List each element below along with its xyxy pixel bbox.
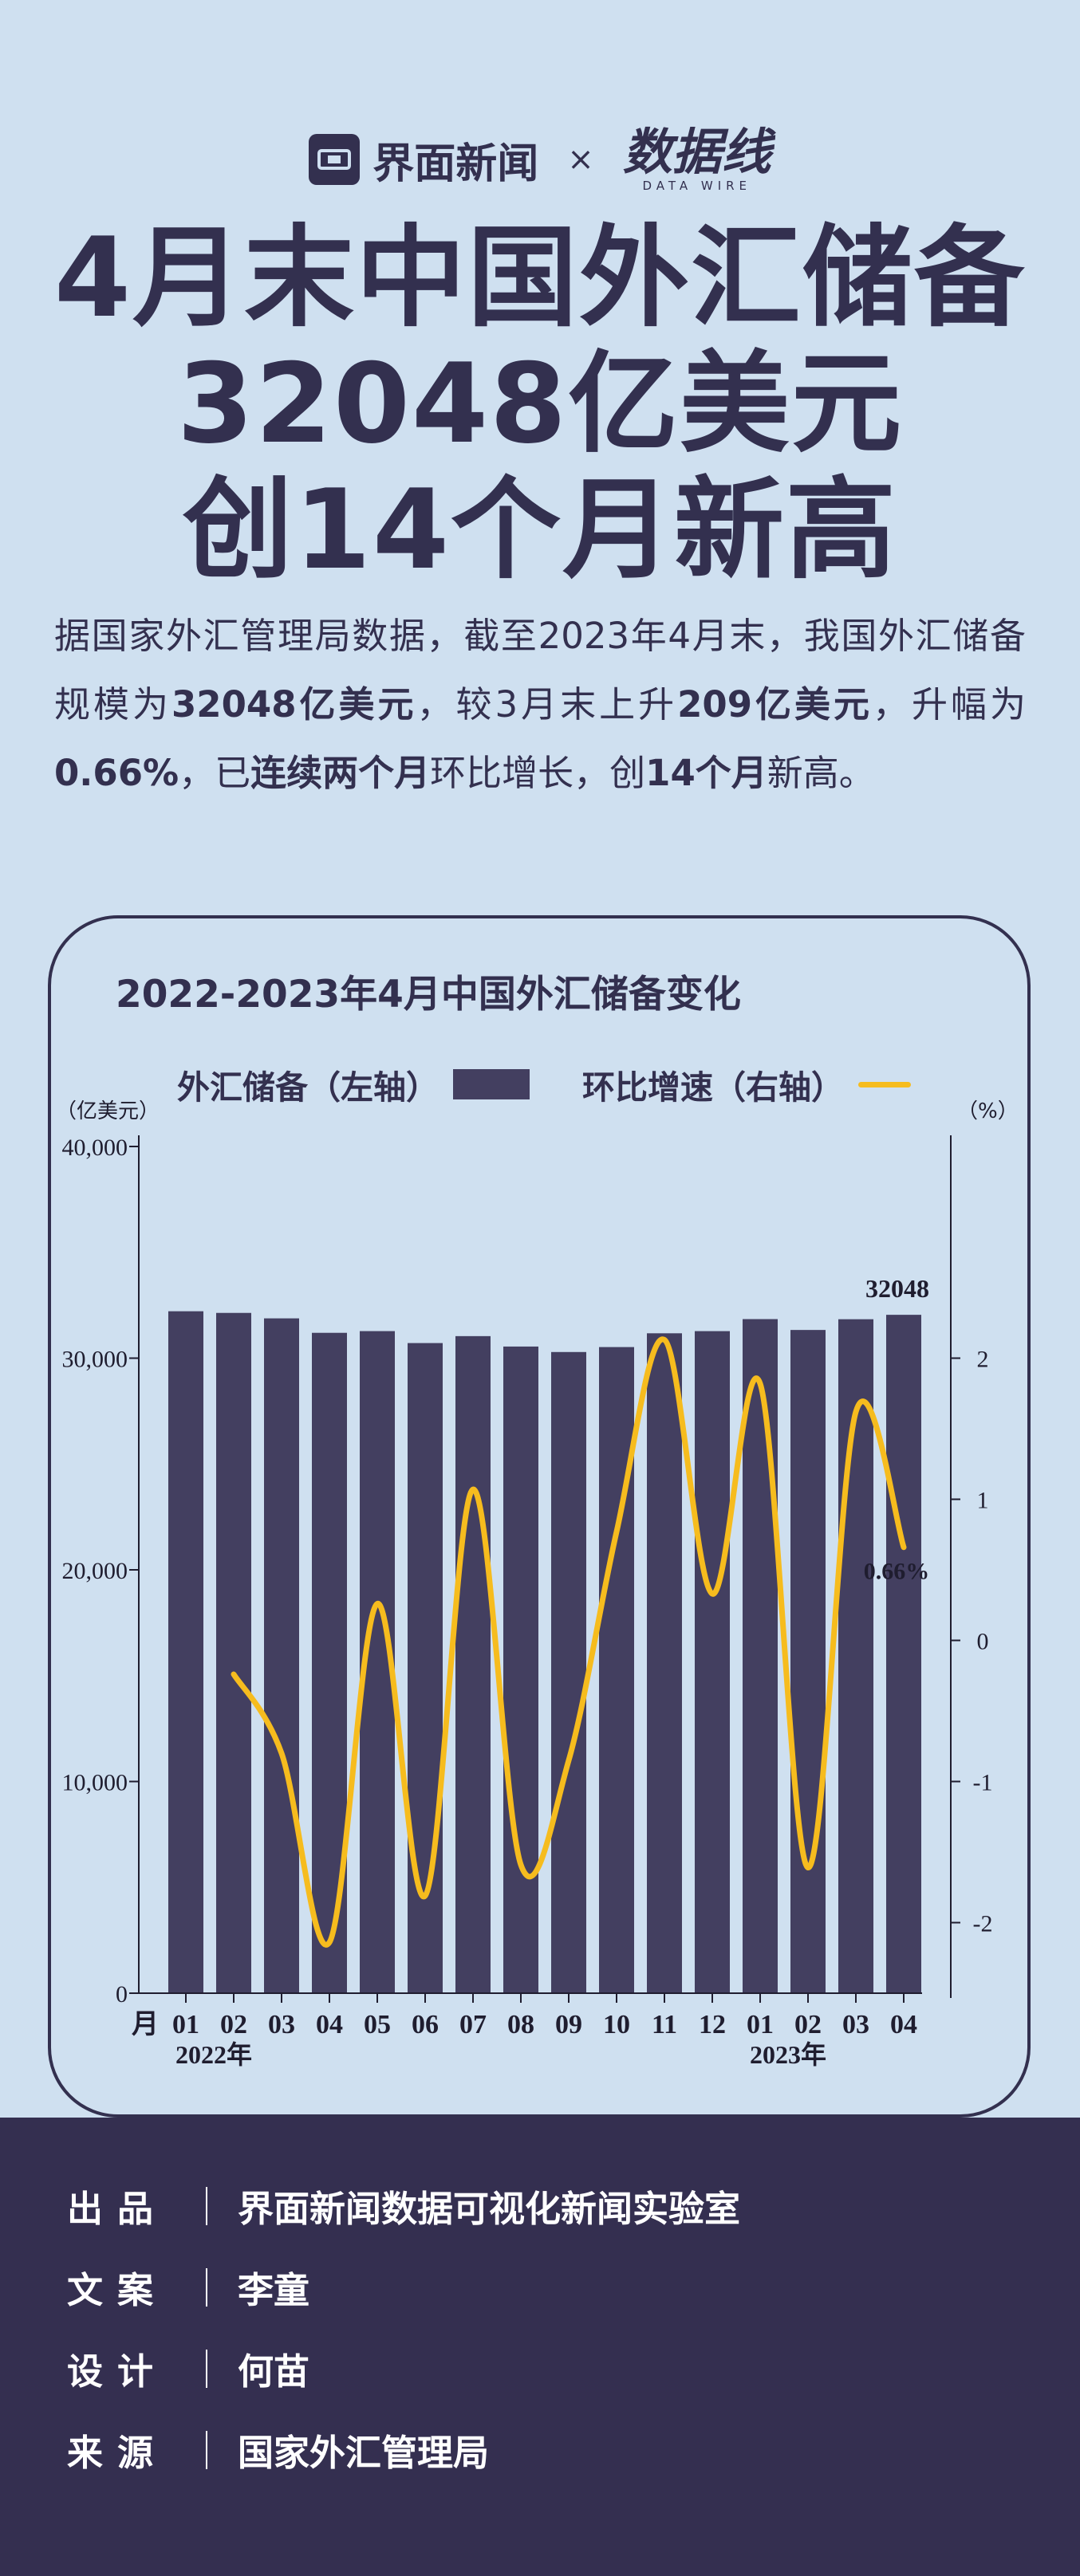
bar: [168, 1311, 203, 1993]
legend-item-reserves: 外汇储备（左轴）: [177, 1060, 530, 1108]
credit-row: 来源 国家外汇管理局: [67, 2424, 489, 2476]
x-tick-label: 01: [747, 2010, 774, 2039]
intro-highlight: 14个月: [645, 752, 767, 794]
bar: [503, 1346, 538, 1993]
credit-value: 界面新闻数据可视化新闻实验室: [238, 2188, 741, 2230]
page-title: 4月末中国外汇储备 32048亿美元 创14个月新高: [0, 215, 1080, 593]
legend-label-growth: 环比增速（右轴）: [582, 1068, 844, 1107]
x-tick-label: 03: [268, 2010, 295, 2039]
credit-label: 文案: [67, 2269, 168, 2311]
bar: [695, 1331, 730, 1993]
datawire-en: DATA WIRE: [642, 179, 752, 193]
intro-highlight: 32048亿美元: [171, 683, 417, 726]
bar: [838, 1319, 873, 1993]
bar: [408, 1343, 443, 1993]
x-tick-label: 01: [172, 2010, 199, 2039]
credit-label: 来源: [67, 2432, 168, 2474]
right-tick-label: -1: [973, 1770, 993, 1796]
intro-text: ，较3月末上升: [416, 683, 678, 726]
credit-divider: [206, 2267, 207, 2307]
bar: [886, 1315, 921, 1993]
credit-divider: [206, 2430, 207, 2469]
credit-value: 李童: [238, 2269, 310, 2311]
intro-highlight: 连续两个月: [250, 752, 431, 794]
x-tick-label: 08: [507, 2010, 534, 2039]
bar: [216, 1312, 251, 1993]
right-tick-label: 0: [977, 1629, 989, 1655]
credit-label: 出品: [67, 2188, 168, 2230]
intro-highlight: 0.66%: [54, 752, 179, 794]
line-annotation: 0.66%: [864, 1559, 930, 1585]
intro-text: ，已: [179, 752, 251, 794]
bar: [455, 1335, 491, 1993]
bar: [647, 1333, 682, 1993]
growth-line: [231, 1336, 907, 1948]
intro-text: 新高。: [767, 752, 875, 794]
chart-title: 2022-2023年4月中国外汇储备变化: [116, 973, 741, 1017]
credit-value: 何苗: [238, 2350, 310, 2393]
x-tick-label: 11: [652, 2010, 677, 2039]
left-axis-unit: （亿美元）: [56, 1099, 160, 1123]
credit-divider: [206, 2349, 207, 2388]
chart-svg: （亿美元） （%）010,00020,00030,00040,000-2-1012…: [56, 1099, 1019, 2069]
x-tick-label: 07: [459, 2010, 487, 2039]
left-tick-label: 30,000: [62, 1347, 128, 1373]
left-tick-label: 10,000: [62, 1770, 128, 1796]
chart-card: [48, 915, 1031, 2118]
credit-row: 出品 界面新闻数据可视化新闻实验室: [67, 2180, 740, 2232]
legend-label-reserves: 外汇储备（左轴）: [177, 1068, 439, 1107]
legend-swatch-bar: [453, 1069, 530, 1099]
x-tick-label: 04: [316, 2010, 343, 2039]
credit-row: 文案 李童: [67, 2261, 309, 2313]
datawire-cn: 数据线: [622, 123, 771, 181]
right-tick-label: 2: [977, 1347, 989, 1373]
x-tick-label: 02: [220, 2010, 247, 2039]
bar: [599, 1347, 634, 1993]
credit-row: 设计 何苗: [67, 2342, 309, 2394]
footer-credits: 出品 界面新闻数据可视化新闻实验室 文案 李童 设计 何苗 来源 国家外汇管理局: [0, 2118, 1080, 2576]
jiemian-logo-icon: [309, 134, 361, 185]
intro-text: ，升幅为: [873, 683, 1026, 726]
x-tick-label: 02: [794, 2010, 822, 2039]
x-tick-label: 03: [842, 2010, 869, 2039]
left-tick-label: 0: [116, 1981, 128, 2008]
x-tick-label: 06: [412, 2010, 439, 2039]
legend-item-growth: 环比增速（右轴）: [582, 1060, 911, 1108]
credit-divider: [206, 2186, 207, 2225]
bar: [743, 1319, 778, 1993]
right-axis-unit: （%）: [957, 1099, 1019, 1123]
brand-name: 界面新闻: [372, 140, 539, 188]
year-label-2022: 2022年: [175, 2040, 252, 2069]
x-tick-label: 10: [603, 2010, 630, 2039]
title-line-3: 创14个月新高: [182, 466, 898, 594]
credit-value: 国家外汇管理局: [238, 2432, 490, 2474]
bar: [790, 1330, 826, 1993]
left-tick-label: 40,000: [62, 1135, 128, 1161]
left-tick-label: 20,000: [62, 1558, 128, 1584]
brand-header: 界面新闻 × 数据线 DATA WIRE: [0, 126, 1080, 193]
x-tick-label: 09: [555, 2010, 582, 2039]
title-line-1: 4月末中国外汇储备: [53, 214, 1027, 342]
intro-text: 据国家外汇管理局数据，截至2023年4月末，我国外汇储备规模为: [54, 615, 1026, 726]
bar: [551, 1351, 586, 1993]
credit-label: 设计: [67, 2350, 168, 2393]
x-tick-label: 05: [364, 2010, 391, 2039]
legend-swatch-line: [858, 1081, 911, 1087]
title-line-2: 32048亿美元: [176, 340, 904, 468]
right-tick-label: 1: [977, 1488, 989, 1514]
datawire-logo: 数据线 DATA WIRE: [622, 123, 771, 194]
x-tick-label: 04: [890, 2010, 917, 2039]
intro-paragraph: 据国家外汇管理局数据，截至2023年4月末，我国外汇储备规模为32048亿美元，…: [54, 602, 1026, 808]
brand-separator: ×: [567, 141, 594, 178]
intro-text: 环比增长，创: [430, 752, 646, 794]
bar-annotation: 32048: [865, 1274, 929, 1303]
year-label-2023: 2023年: [750, 2040, 826, 2069]
right-tick-label: -2: [973, 1911, 993, 1937]
intro-highlight: 209亿美元: [677, 683, 873, 726]
chart-legend: 外汇储备（左轴） 环比增速（右轴）: [0, 1060, 1080, 1108]
x-axis-lead: 月: [132, 2010, 159, 2039]
bar: [264, 1318, 299, 1993]
x-tick-label: 12: [699, 2010, 726, 2039]
